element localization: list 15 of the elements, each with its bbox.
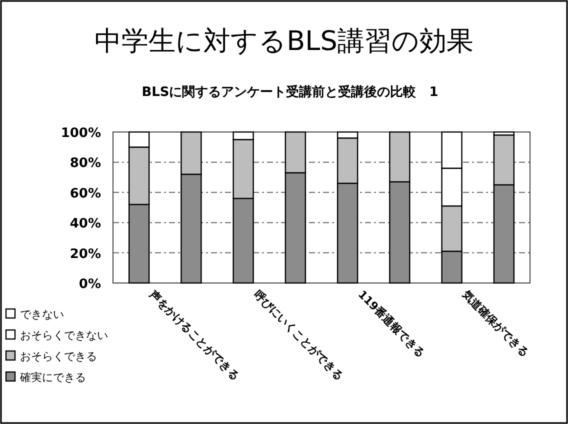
chart-subtitle: BLSに関するアンケート受講前と受講後の比較 1 — [142, 84, 438, 100]
legend-label: 確実にできる — [19, 371, 86, 384]
x-tick-label: 声をかけることができる — [146, 287, 242, 383]
y-tick-label: 40% — [70, 216, 101, 232]
x-tick-label: 呼びにいくことができる — [251, 288, 346, 383]
y-tick-label: 80% — [70, 156, 101, 172]
y-tick-label: 0% — [78, 277, 101, 292]
legend-label: おそらくできない — [20, 329, 108, 342]
legend-label: おそらくできる — [20, 350, 97, 363]
y-tick-label: 20% — [70, 246, 101, 262]
chart-title: 中学生に対するBLS講習の効果 — [94, 26, 474, 57]
y-tick-label: 100% — [60, 126, 101, 141]
y-tick-label: 60% — [70, 186, 101, 202]
legend-label: できない — [20, 308, 64, 321]
x-tick-label: 気道確保ができる — [458, 287, 532, 360]
